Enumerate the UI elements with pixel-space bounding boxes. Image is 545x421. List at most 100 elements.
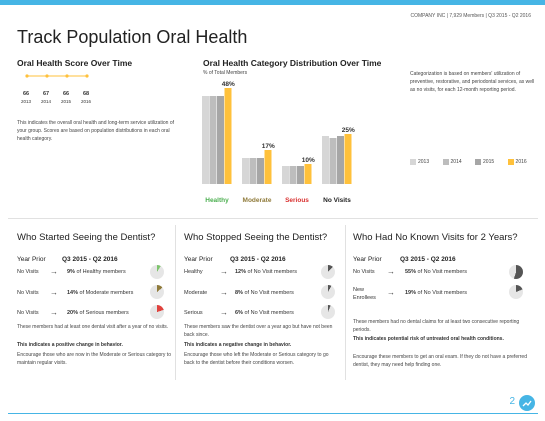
score-value: 66 [23,91,30,97]
company-info: COMPANY INC | 7,929 Members | Q3 2015 - … [410,13,531,19]
row-from: Healthy [184,269,203,275]
trend-icon [519,395,535,411]
arrow-right-icon: → [50,288,58,297]
category-label: Moderate [243,197,272,204]
score-year: 2016 [81,99,92,104]
pie-chart-icon [150,285,164,299]
panel-description: These members had no dental claims for a… [353,319,520,333]
bar-no-visits-2013 [322,136,329,184]
arrow-right-icon: → [220,267,228,276]
top-accent-bar [0,0,545,5]
arrow-right-icon: → [387,288,395,297]
bar-no-visits-2016 [344,134,352,184]
pie-chart-icon [150,305,164,319]
row-from: No Visits [353,269,375,275]
bar-serious-2016 [304,164,312,184]
legend-swatch [410,159,416,165]
bar-healthy-2016 [224,88,232,184]
col-period: Q3 2015 - Q2 2016 [62,256,118,263]
score-heading: Oral Health Score Over Time [17,58,133,68]
row-result: 20% of Serious members [67,310,129,316]
page-number: 2 [509,396,515,407]
panel-title: Who Started Seeing the Dentist? [17,232,156,243]
row-from: No Visits [17,269,39,275]
arrow-right-icon: → [220,308,228,317]
legend-swatch [442,159,449,165]
score-trend-line [25,74,89,78]
row-from: No Visits [17,310,39,316]
bar-healthy-2015 [217,96,224,184]
bar-serious-2014 [289,166,297,184]
bar-moderate-2013 [242,158,249,184]
data-label: 25% [342,127,355,134]
panel-takeaway: This indicates potential risk of untreat… [353,336,504,342]
pie-chart-icon [321,285,335,299]
panel-description: These members saw the dentist over a yea… [184,324,333,338]
score-year: 2015 [61,99,72,104]
bar-moderate-2016 [264,150,272,184]
panel-recommendation: Encourage those who left the Moderate or… [184,352,329,366]
arrow-right-icon: → [220,288,228,297]
section-divider [8,218,538,219]
row-from: Moderate [184,290,208,296]
score-values: 66 67 66 68 2013 2014 2015 2016 [20,91,100,107]
bar-moderate-2015 [257,158,264,184]
trend-arrow-glyph [522,400,532,407]
panel-recommendation: Encourage those who are now in the Moder… [17,352,171,366]
row-from: Serious [184,310,203,316]
row-from: New Enrollees [353,287,376,301]
distribution-heading: Oral Health Category Distribution Over T… [203,58,382,68]
bar-no-visits-2015 [337,136,344,184]
bar-healthy-2014 [209,96,217,184]
legend-item: 2013 [410,159,429,165]
pie-chart-icon [509,265,523,279]
panel-recommendation: Encourage these members to get an oral e… [353,354,527,368]
row-from: No Visits [17,290,39,296]
bar-moderate-2014 [249,158,257,184]
arrow-right-icon: → [50,308,58,317]
panel-takeaway: This indicates a negative change in beha… [184,342,292,348]
category-label: Serious [285,197,309,204]
col-period: Q3 2015 - Q2 2016 [230,256,286,263]
score-description: This indicates the overall oral health a… [17,120,175,142]
panel-divider [175,225,176,380]
row-result: 19% of No Visit members [405,290,467,296]
arrow-right-icon: → [387,267,395,276]
pie-chart-icon [509,285,523,299]
legend-swatch [507,159,514,165]
distribution-note: Categorization is based on members' util… [410,71,535,93]
chart-ylabel: % of Total Members [203,70,248,76]
category-label: No Visits [323,197,351,204]
col-year-prior: Year Prior [17,256,46,263]
footer-line [8,413,538,414]
bar-no-visits-2014 [329,138,337,184]
legend-item: 2015 [475,159,494,165]
col-year-prior: Year Prior [184,256,213,263]
score-value: 66 [63,91,70,97]
col-year-prior: Year Prior [353,256,382,263]
score-year: 2013 [21,99,32,104]
bar-serious-2013 [282,166,289,184]
panel-title: Who Had No Known Visits for 2 Years? [353,232,518,243]
legend-item: 2014 [442,159,462,165]
legend-swatch [475,159,482,165]
data-label: 48% [222,81,235,88]
row-result: 9% of Healthy members [67,269,126,275]
legend-item: 2016 [507,159,527,165]
row-result: 6% of No Visit members [235,310,294,316]
row-result: 55% of No Visit members [405,269,467,275]
score-value: 68 [83,91,90,97]
category-label: Healthy [205,197,229,204]
panel-takeaway: This indicates a positive change in beha… [17,342,123,348]
panel-description: These members had at least one dental vi… [17,324,169,330]
page-title: Track Population Oral Health [17,27,248,47]
distribution-chart: 48% Healthy 17% Moderate 10% Serious 25% No Vis… [202,81,355,204]
panel-divider [345,225,346,380]
data-label: 17% [262,143,275,150]
row-result: 14% of Moderate members [67,290,134,296]
pie-chart-icon [321,265,335,279]
row-result: 8% of No Visit members [235,290,294,296]
panel-title: Who Stopped Seeing the Dentist? [184,232,328,243]
pie-chart-icon [321,305,335,319]
bar-healthy-2013 [202,96,209,184]
